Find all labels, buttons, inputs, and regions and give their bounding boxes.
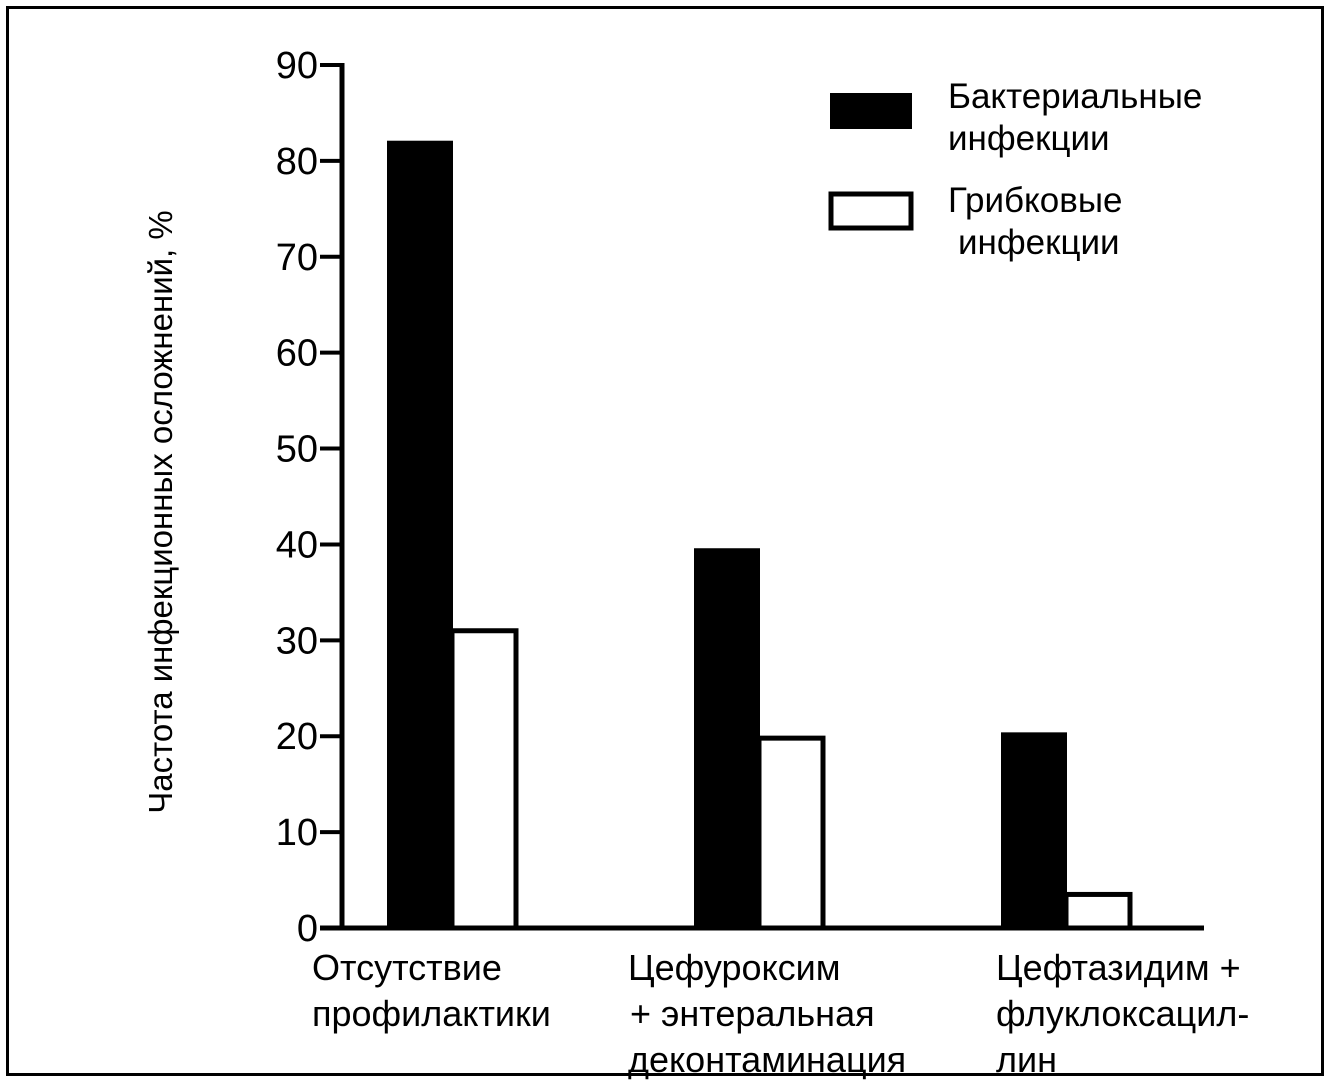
- category-label: Цефтазидим + флуклоксацил-лин: [996, 947, 1249, 1080]
- y-tick-label: 70: [276, 237, 318, 279]
- y-tick-label: 10: [276, 812, 318, 854]
- legend-label-line: Бактериальные: [948, 77, 1202, 116]
- category-label-line: флуклоксацил-: [996, 993, 1249, 1034]
- legend-swatch-bacterial: [830, 93, 912, 129]
- y-tick-label: 50: [276, 429, 318, 471]
- axes: 0 10 20 30 40 50 60 70 80 90: [276, 45, 1204, 950]
- y-tick-label: 80: [276, 141, 318, 183]
- y-tick-label: 20: [276, 716, 318, 758]
- y-tick-label: 40: [276, 524, 318, 566]
- category-label-line: деконтаминация: [628, 1039, 906, 1080]
- category-label-line: Цефуроксим: [628, 947, 841, 988]
- y-axis-label: Частота инфекционных осложнений, %: [142, 210, 179, 814]
- y-tick-label: 0: [297, 908, 318, 950]
- bar-bacterial: [1001, 732, 1067, 930]
- legend-label: Грибковые инфекции: [948, 181, 1122, 262]
- bar-fungal: [449, 628, 519, 931]
- legend-label-line: инфекции: [948, 119, 1110, 158]
- category-label-line: Отсутствие: [312, 947, 502, 988]
- y-tick-label: 90: [276, 45, 318, 87]
- legend-label-line: Грибковые: [948, 181, 1122, 220]
- bar-fungal: [756, 735, 826, 931]
- bar-bacterial: [694, 548, 760, 929]
- bar-fungal: [1063, 891, 1133, 931]
- category-label-line: лин: [996, 1039, 1057, 1080]
- category-label-line: + энтеральная: [630, 993, 875, 1034]
- category-label-line: Цефтазидим +: [996, 947, 1241, 988]
- bar-bacterial: [387, 140, 453, 929]
- category-label: Цефуроксим + энтеральная деконтаминация: [628, 947, 906, 1080]
- chart-frame: [6, 6, 1324, 1076]
- legend-label: Бактериальные инфекции: [948, 77, 1202, 158]
- y-tick-label: 30: [276, 620, 318, 662]
- category-label: Отсутствие профилактики: [312, 947, 551, 1034]
- bars: [387, 140, 1133, 931]
- legend-swatch-fungal: [828, 191, 914, 231]
- category-label-line: профилактики: [312, 993, 551, 1034]
- y-tick-label: 60: [276, 333, 318, 375]
- category-labels: Отсутствие профилактики Цефуроксим + энтера…: [312, 947, 1249, 1080]
- legend-label-line: инфекции: [958, 223, 1120, 262]
